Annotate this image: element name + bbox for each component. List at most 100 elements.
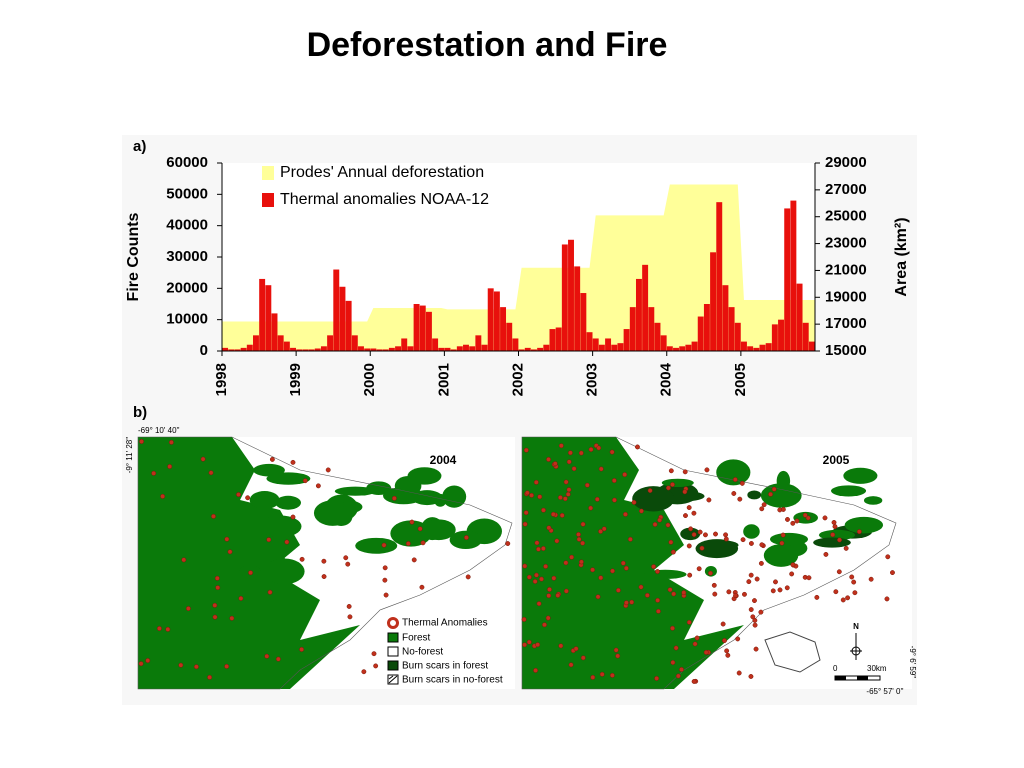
- y2-tick-label: 23000: [825, 235, 867, 252]
- fire-spot: [675, 673, 681, 679]
- fire-spot: [266, 537, 272, 543]
- fire-spot: [522, 563, 528, 569]
- fire-spot: [224, 536, 230, 542]
- bar: [407, 346, 414, 351]
- y-tick-label: 10000: [166, 311, 208, 328]
- fire-spot: [670, 625, 675, 631]
- fire-spot: [635, 444, 640, 450]
- fire-spot: [588, 505, 594, 511]
- bar: [438, 347, 445, 351]
- bar: [370, 348, 377, 351]
- fire-spot: [655, 597, 661, 603]
- bar: [660, 335, 667, 351]
- fire-spot: [557, 495, 563, 501]
- fire-spot: [771, 486, 777, 492]
- fire-spot: [536, 546, 541, 552]
- fire-spot: [750, 614, 756, 620]
- fire-spot: [849, 574, 855, 580]
- fire-spot: [540, 546, 546, 551]
- bar: [506, 322, 513, 351]
- fire-spot: [748, 541, 754, 546]
- bar: [463, 344, 469, 351]
- fire-spot: [167, 464, 173, 469]
- bar: [629, 307, 636, 351]
- fire-spot: [723, 532, 729, 538]
- fire-spot: [722, 638, 727, 644]
- fire-spot: [779, 540, 785, 546]
- fire-spot: [343, 555, 349, 561]
- bar: [666, 346, 673, 351]
- fire-spot: [290, 459, 296, 465]
- bar: [500, 307, 507, 351]
- fire-spot: [667, 587, 673, 593]
- bar: [351, 335, 358, 351]
- y2-tick-label: 15000: [825, 342, 867, 359]
- bar: [691, 341, 698, 351]
- fire-spot: [569, 554, 575, 560]
- fire-spot: [665, 522, 671, 528]
- fire-spot: [761, 502, 767, 508]
- bar: [605, 338, 612, 351]
- fire-spot: [651, 564, 657, 570]
- fire-spot: [523, 510, 529, 516]
- fire-spot: [670, 549, 676, 555]
- hatch: [388, 675, 398, 684]
- fire-spot: [686, 505, 692, 510]
- fire-spot: [290, 514, 296, 520]
- fire-spot: [856, 529, 862, 535]
- bar: [753, 347, 760, 351]
- fire-spot: [558, 443, 564, 449]
- fire-spot: [185, 606, 191, 611]
- fire-spot: [551, 575, 557, 581]
- chart: 0 10000 20000 30000 40000 50000 60000 15000 1700…: [125, 154, 910, 396]
- fire-spot: [610, 568, 615, 574]
- fire-spot: [552, 461, 558, 467]
- fire-spot: [814, 594, 820, 600]
- forest: [522, 437, 744, 689]
- legend-key: [387, 632, 399, 643]
- bar: [222, 347, 229, 351]
- maps: b) 2004 2005 -69° 10' 40'' -9° 11' 28'' …: [125, 404, 917, 696]
- bar: [530, 349, 537, 351]
- fire-spot: [735, 636, 741, 642]
- forest: [334, 486, 376, 496]
- bar: [228, 349, 235, 351]
- bar: [722, 285, 729, 351]
- y-axis-title: Fire Counts: [125, 212, 142, 301]
- bar: [401, 338, 408, 351]
- legend-key: [387, 660, 399, 671]
- fire-spot: [236, 492, 241, 498]
- fire-spot: [713, 531, 718, 537]
- fire-spot: [505, 541, 511, 546]
- fire-spot: [748, 674, 754, 679]
- bar: [598, 344, 605, 351]
- fire-spot: [611, 478, 617, 483]
- bar: [747, 346, 754, 351]
- y-tick-label: 0: [200, 342, 208, 359]
- fire-spot: [884, 596, 890, 602]
- fire-spot: [522, 521, 528, 527]
- fire-spot: [523, 447, 529, 453]
- fire-spot: [580, 521, 586, 527]
- bar: [265, 285, 272, 351]
- fire-spot: [720, 621, 726, 627]
- fire-spot: [535, 642, 541, 648]
- fire-spot: [708, 570, 713, 576]
- fire-spot: [890, 570, 895, 576]
- bar: [673, 347, 679, 351]
- fire-spot: [623, 600, 629, 606]
- fire-spot: [168, 439, 174, 445]
- forest: [760, 483, 802, 508]
- map-2005: [521, 436, 897, 690]
- fire-spot: [238, 595, 244, 601]
- fire-spot: [537, 494, 543, 500]
- x-tick-label: 2000: [361, 363, 378, 396]
- fire-spot: [588, 447, 594, 452]
- forest: [793, 511, 818, 524]
- fire-spot: [211, 513, 216, 519]
- fire-spot: [325, 467, 331, 473]
- bar: [759, 344, 766, 351]
- fire-spot: [686, 619, 692, 625]
- fire-spot: [739, 480, 745, 486]
